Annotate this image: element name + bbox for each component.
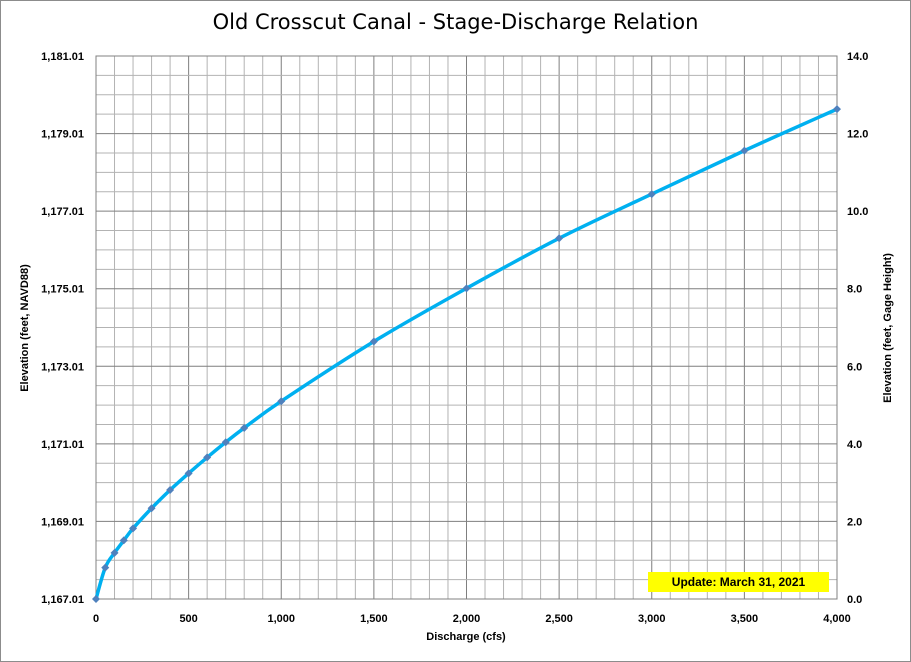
x-axis-title: Discharge (cfs) xyxy=(426,631,506,643)
data-point-marker xyxy=(92,595,100,603)
data-point-marker xyxy=(119,536,128,545)
y-right-tick-label: 14.0 xyxy=(847,51,868,63)
y-right-tick-label: 12.0 xyxy=(847,129,868,141)
plot-border xyxy=(95,55,838,600)
data-point-marker xyxy=(203,453,212,462)
x-tick-label: 4,000 xyxy=(823,613,851,625)
y-left-axis-title: Elevation (feet, NAVD88) xyxy=(19,264,31,392)
y-right-tick-label: 0.0 xyxy=(847,594,862,606)
y-left-tick-label: 1,175.01 xyxy=(41,284,84,296)
y-left-tick-label: 1,177.01 xyxy=(41,206,84,218)
data-point-marker xyxy=(221,438,230,447)
data-point-marker xyxy=(147,504,156,513)
x-tick-label: 1,000 xyxy=(267,613,295,625)
y-right-tick-label: 2.0 xyxy=(847,516,862,528)
y-left-tick-label: 1,167.01 xyxy=(41,594,84,606)
y-right-tick-label: 8.0 xyxy=(847,284,862,296)
x-tick-label: 3,500 xyxy=(731,613,759,625)
data-point-marker xyxy=(129,524,138,533)
data-point-marker xyxy=(740,146,749,155)
data-point-marker xyxy=(184,469,193,478)
series xyxy=(92,105,841,603)
y-left-tick-label: 1,181.01 xyxy=(41,51,84,63)
data-point-marker xyxy=(240,423,249,432)
x-tick-label: 0 xyxy=(93,613,99,625)
y-left-tick-label: 1,173.01 xyxy=(41,361,84,373)
x-tick-label: 3,000 xyxy=(638,613,666,625)
y-right-tick-label: 4.0 xyxy=(847,439,862,451)
data-point-marker xyxy=(462,284,471,293)
x-tick-label: 1,500 xyxy=(360,613,388,625)
data-point-marker xyxy=(110,548,119,557)
axes xyxy=(95,55,838,600)
x-tick-label: 2,500 xyxy=(545,613,573,625)
tick-labels: 0 500 1,000 1,500 2,000 2,500 3,000 3,500 4,000 1… xyxy=(41,51,868,625)
data-point-marker xyxy=(101,563,110,572)
y-right-tick-label: 10.0 xyxy=(847,206,868,218)
y-right-axis-title: Elevation (feet, Gage Height) xyxy=(882,253,894,403)
data-point-marker xyxy=(166,486,175,495)
data-point-marker xyxy=(647,190,656,199)
y-left-tick-label: 1,171.01 xyxy=(41,439,84,451)
data-point-marker xyxy=(555,234,564,243)
data-point-marker xyxy=(277,397,286,406)
x-tick-label: 2,000 xyxy=(453,613,481,625)
grid xyxy=(95,55,838,600)
chart-title: Old Crosscut Canal - Stage-Discharge Rel… xyxy=(212,10,699,34)
data-point-marker xyxy=(369,337,378,346)
y-left-tick-label: 1,169.01 xyxy=(41,516,84,528)
x-tick-label: 500 xyxy=(179,613,197,625)
y-left-tick-label: 1,179.01 xyxy=(41,129,84,141)
data-point-marker xyxy=(833,105,841,114)
update-annotation: Update: March 31, 2021 xyxy=(648,572,829,592)
y-right-tick-label: 6.0 xyxy=(847,361,862,373)
